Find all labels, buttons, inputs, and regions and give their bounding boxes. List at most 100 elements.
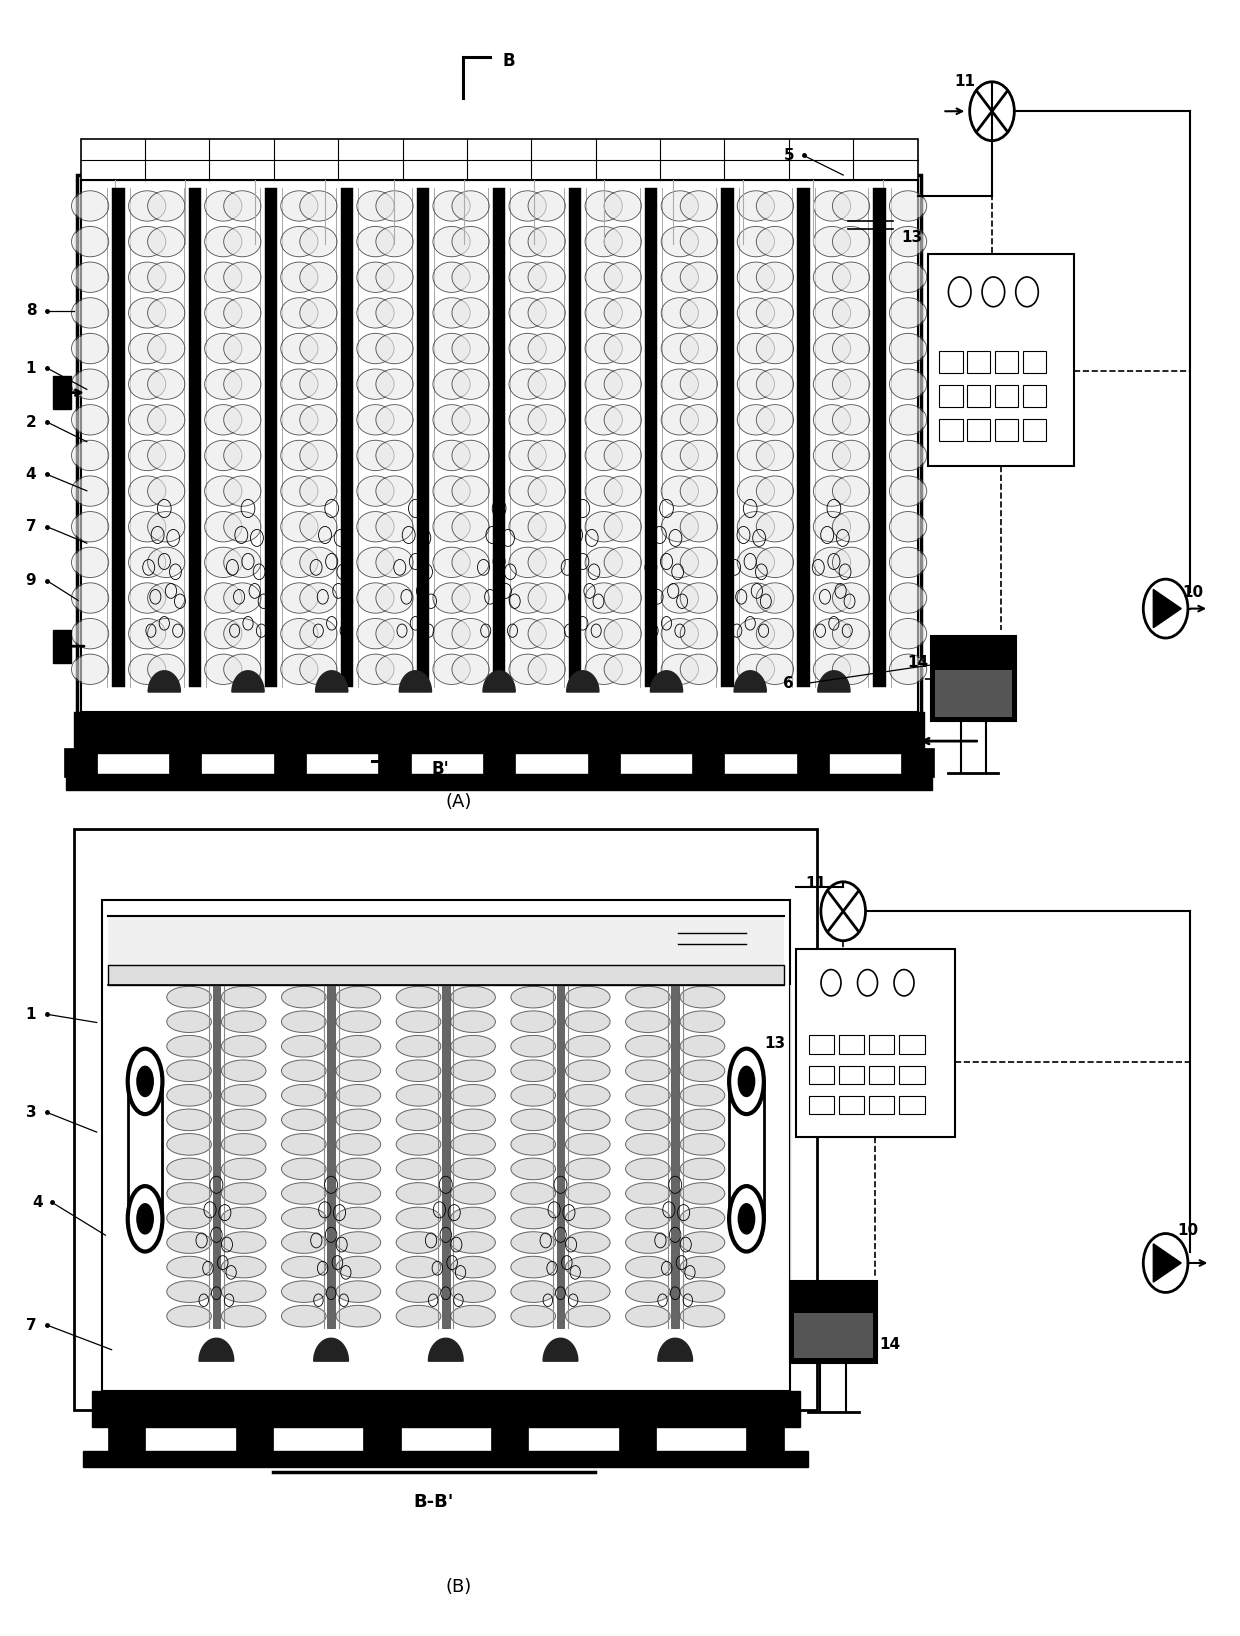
- Ellipse shape: [625, 1207, 671, 1229]
- Ellipse shape: [587, 654, 621, 684]
- Ellipse shape: [281, 987, 326, 1008]
- Text: 6: 6: [784, 676, 794, 692]
- Ellipse shape: [397, 987, 441, 1008]
- Ellipse shape: [529, 299, 564, 327]
- Bar: [491, 1423, 528, 1453]
- Bar: [967, 386, 991, 407]
- Ellipse shape: [149, 620, 184, 648]
- Ellipse shape: [224, 370, 259, 399]
- Ellipse shape: [224, 191, 259, 221]
- Ellipse shape: [605, 370, 640, 399]
- Ellipse shape: [511, 442, 546, 470]
- Ellipse shape: [167, 1256, 212, 1278]
- Ellipse shape: [681, 1232, 725, 1253]
- Ellipse shape: [890, 548, 925, 576]
- Bar: [378, 748, 410, 777]
- Ellipse shape: [890, 406, 925, 434]
- Ellipse shape: [224, 227, 259, 255]
- Text: 11: 11: [955, 74, 975, 90]
- Ellipse shape: [377, 512, 412, 542]
- Ellipse shape: [281, 1232, 326, 1253]
- Ellipse shape: [529, 548, 564, 576]
- Ellipse shape: [682, 654, 717, 684]
- Ellipse shape: [529, 620, 564, 648]
- Bar: [935, 669, 1012, 717]
- Ellipse shape: [73, 406, 108, 434]
- Ellipse shape: [397, 1256, 441, 1278]
- Ellipse shape: [815, 620, 849, 648]
- Bar: [901, 748, 934, 777]
- Ellipse shape: [662, 299, 697, 327]
- Ellipse shape: [529, 476, 564, 506]
- Ellipse shape: [890, 476, 925, 506]
- Bar: [108, 1423, 145, 1453]
- Ellipse shape: [529, 370, 564, 399]
- Ellipse shape: [434, 548, 469, 576]
- Ellipse shape: [224, 334, 259, 363]
- Ellipse shape: [224, 620, 259, 648]
- Ellipse shape: [758, 512, 792, 542]
- Ellipse shape: [281, 227, 316, 255]
- Ellipse shape: [739, 406, 774, 434]
- Ellipse shape: [434, 191, 469, 221]
- Ellipse shape: [758, 584, 792, 612]
- Bar: [839, 1096, 864, 1114]
- Ellipse shape: [206, 263, 241, 291]
- Ellipse shape: [397, 1306, 441, 1327]
- Ellipse shape: [167, 1036, 212, 1057]
- Bar: [839, 1036, 864, 1054]
- Ellipse shape: [605, 406, 640, 434]
- Ellipse shape: [377, 191, 412, 221]
- Ellipse shape: [224, 512, 259, 542]
- Ellipse shape: [511, 1256, 556, 1278]
- Text: 10: 10: [1182, 584, 1204, 600]
- Ellipse shape: [565, 1060, 610, 1081]
- Bar: [53, 376, 71, 409]
- Ellipse shape: [281, 584, 316, 612]
- Bar: [797, 748, 830, 777]
- Ellipse shape: [130, 512, 165, 542]
- Ellipse shape: [511, 334, 546, 363]
- Ellipse shape: [336, 1085, 381, 1106]
- Bar: [81, 139, 918, 180]
- Ellipse shape: [815, 299, 849, 327]
- Ellipse shape: [529, 442, 564, 470]
- Bar: [108, 916, 784, 965]
- Polygon shape: [651, 671, 683, 692]
- Ellipse shape: [565, 1036, 610, 1057]
- Polygon shape: [1153, 1243, 1182, 1283]
- Ellipse shape: [605, 654, 640, 684]
- Ellipse shape: [511, 1183, 556, 1204]
- Ellipse shape: [167, 1109, 212, 1130]
- Text: 13: 13: [900, 229, 923, 245]
- Ellipse shape: [206, 476, 241, 506]
- Bar: [341, 188, 353, 687]
- Ellipse shape: [739, 476, 774, 506]
- Ellipse shape: [529, 191, 564, 221]
- Ellipse shape: [662, 263, 697, 291]
- Ellipse shape: [739, 227, 774, 255]
- Ellipse shape: [73, 476, 108, 506]
- Ellipse shape: [301, 548, 336, 576]
- Ellipse shape: [833, 263, 868, 291]
- Ellipse shape: [681, 1036, 725, 1057]
- Ellipse shape: [662, 370, 697, 399]
- Ellipse shape: [221, 1085, 267, 1106]
- Ellipse shape: [281, 334, 316, 363]
- Bar: [722, 188, 734, 687]
- Bar: [899, 1065, 925, 1085]
- Ellipse shape: [73, 191, 108, 221]
- Ellipse shape: [662, 620, 697, 648]
- Bar: [77, 175, 921, 717]
- Ellipse shape: [434, 227, 469, 255]
- Bar: [808, 1036, 835, 1054]
- Ellipse shape: [281, 1085, 326, 1106]
- Ellipse shape: [224, 299, 259, 327]
- Ellipse shape: [73, 620, 108, 648]
- Ellipse shape: [815, 370, 849, 399]
- Bar: [264, 188, 277, 687]
- Ellipse shape: [681, 1158, 725, 1180]
- Ellipse shape: [758, 442, 792, 470]
- Ellipse shape: [529, 227, 564, 255]
- Ellipse shape: [336, 987, 381, 1008]
